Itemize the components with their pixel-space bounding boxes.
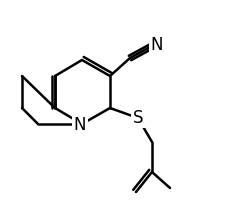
Text: S: S: [133, 109, 143, 127]
Text: N: N: [151, 36, 163, 54]
Text: N: N: [74, 116, 86, 134]
